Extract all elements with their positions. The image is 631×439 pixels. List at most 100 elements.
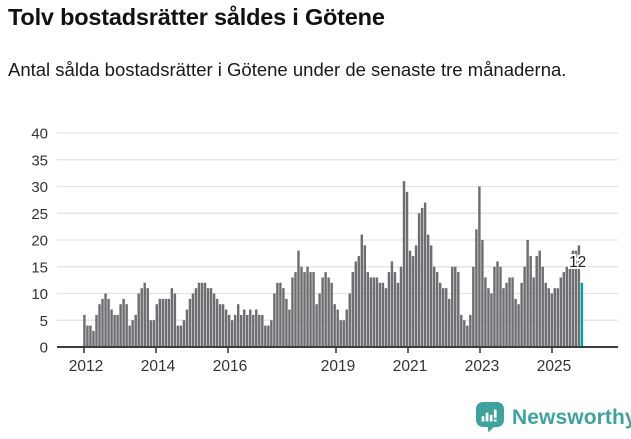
bar: [556, 288, 560, 347]
bar: [490, 293, 493, 347]
bar: [230, 320, 234, 347]
bar: [339, 320, 342, 347]
bar: [194, 288, 198, 347]
y-tick-label-20: 20: [31, 233, 48, 250]
bar: [369, 277, 373, 347]
bar: [149, 320, 152, 347]
bar: [315, 304, 318, 347]
bar: [218, 304, 222, 347]
page-title: Tolv bostadsrätter såldes i Götene: [8, 4, 385, 30]
bar: [116, 314, 119, 347]
bar: [345, 309, 348, 347]
x-tick-label-2021: 2021: [393, 358, 427, 375]
bar: [200, 282, 204, 347]
x-tick-label-2025: 2025: [537, 358, 571, 375]
bar: [233, 314, 237, 347]
y-tick-label-35: 35: [31, 152, 48, 169]
bar: [502, 288, 505, 347]
bar: [508, 277, 511, 347]
bar: [441, 288, 445, 347]
bar: [541, 266, 544, 347]
bar: [264, 325, 267, 347]
bar: [276, 282, 279, 347]
bar: [146, 288, 149, 347]
bar: [399, 266, 403, 347]
bar: [378, 282, 382, 347]
bar: [571, 250, 575, 347]
bar: [484, 277, 487, 347]
newsworthy-logo-icon: [476, 402, 504, 433]
bar: [252, 314, 255, 347]
bar: [523, 266, 526, 347]
bar: [98, 304, 101, 347]
bar: [249, 309, 252, 347]
bar: [95, 314, 98, 347]
bar: [544, 282, 547, 347]
bar: [330, 282, 333, 347]
bar: [107, 298, 110, 347]
bar: [366, 272, 370, 347]
bar: [309, 272, 312, 347]
bar: [535, 256, 538, 347]
bar: [405, 191, 409, 347]
bar: [408, 250, 412, 347]
bar: [354, 261, 357, 347]
bar: [324, 272, 327, 347]
bar: [475, 229, 478, 347]
bar: [158, 298, 162, 347]
bar: [152, 320, 155, 347]
bar: [454, 266, 457, 347]
bar: [481, 240, 484, 347]
bar: [197, 282, 201, 347]
bar-highlight: [580, 282, 584, 347]
bar: [568, 266, 572, 347]
bar: [128, 325, 131, 347]
x-tick-label-2016: 2016: [213, 358, 247, 375]
x-tick-label-2014: 2014: [141, 358, 176, 375]
x-tick-label-2019: 2019: [321, 358, 355, 375]
y-tick-label-30: 30: [31, 179, 48, 196]
bar: [318, 293, 321, 347]
bar: [143, 282, 146, 347]
bar: [161, 298, 165, 347]
bar: [565, 266, 569, 347]
bar: [426, 234, 430, 347]
bar: [92, 330, 95, 347]
bar: [113, 314, 116, 347]
bar: [372, 277, 376, 347]
bar: [448, 298, 451, 347]
bar: [288, 309, 291, 347]
bar: [520, 282, 523, 347]
bar: [134, 314, 137, 347]
bar: [155, 304, 159, 347]
bar: [215, 298, 219, 347]
bar: [209, 288, 213, 347]
bar: [137, 293, 140, 347]
bar: [457, 272, 460, 347]
bar: [279, 282, 282, 347]
bar: [393, 272, 397, 347]
bar: [381, 282, 385, 347]
bar: [423, 202, 427, 347]
bar: [529, 256, 532, 347]
bar: [321, 277, 324, 347]
x-tick-label-2012: 2012: [69, 358, 103, 375]
bar: [429, 245, 433, 347]
bar: [472, 266, 475, 347]
bar: [417, 213, 421, 347]
bar: [496, 261, 499, 347]
bar: [101, 298, 104, 347]
bar: [460, 314, 463, 347]
bar: [303, 272, 306, 347]
bar: [224, 309, 228, 347]
bar: [478, 186, 481, 347]
bar: [577, 245, 581, 347]
bar: [517, 304, 520, 347]
bar: [487, 288, 490, 347]
bar: [351, 272, 354, 347]
bar: [167, 298, 171, 347]
bar: [384, 288, 388, 347]
bar: [164, 298, 168, 347]
bar: [119, 304, 122, 347]
